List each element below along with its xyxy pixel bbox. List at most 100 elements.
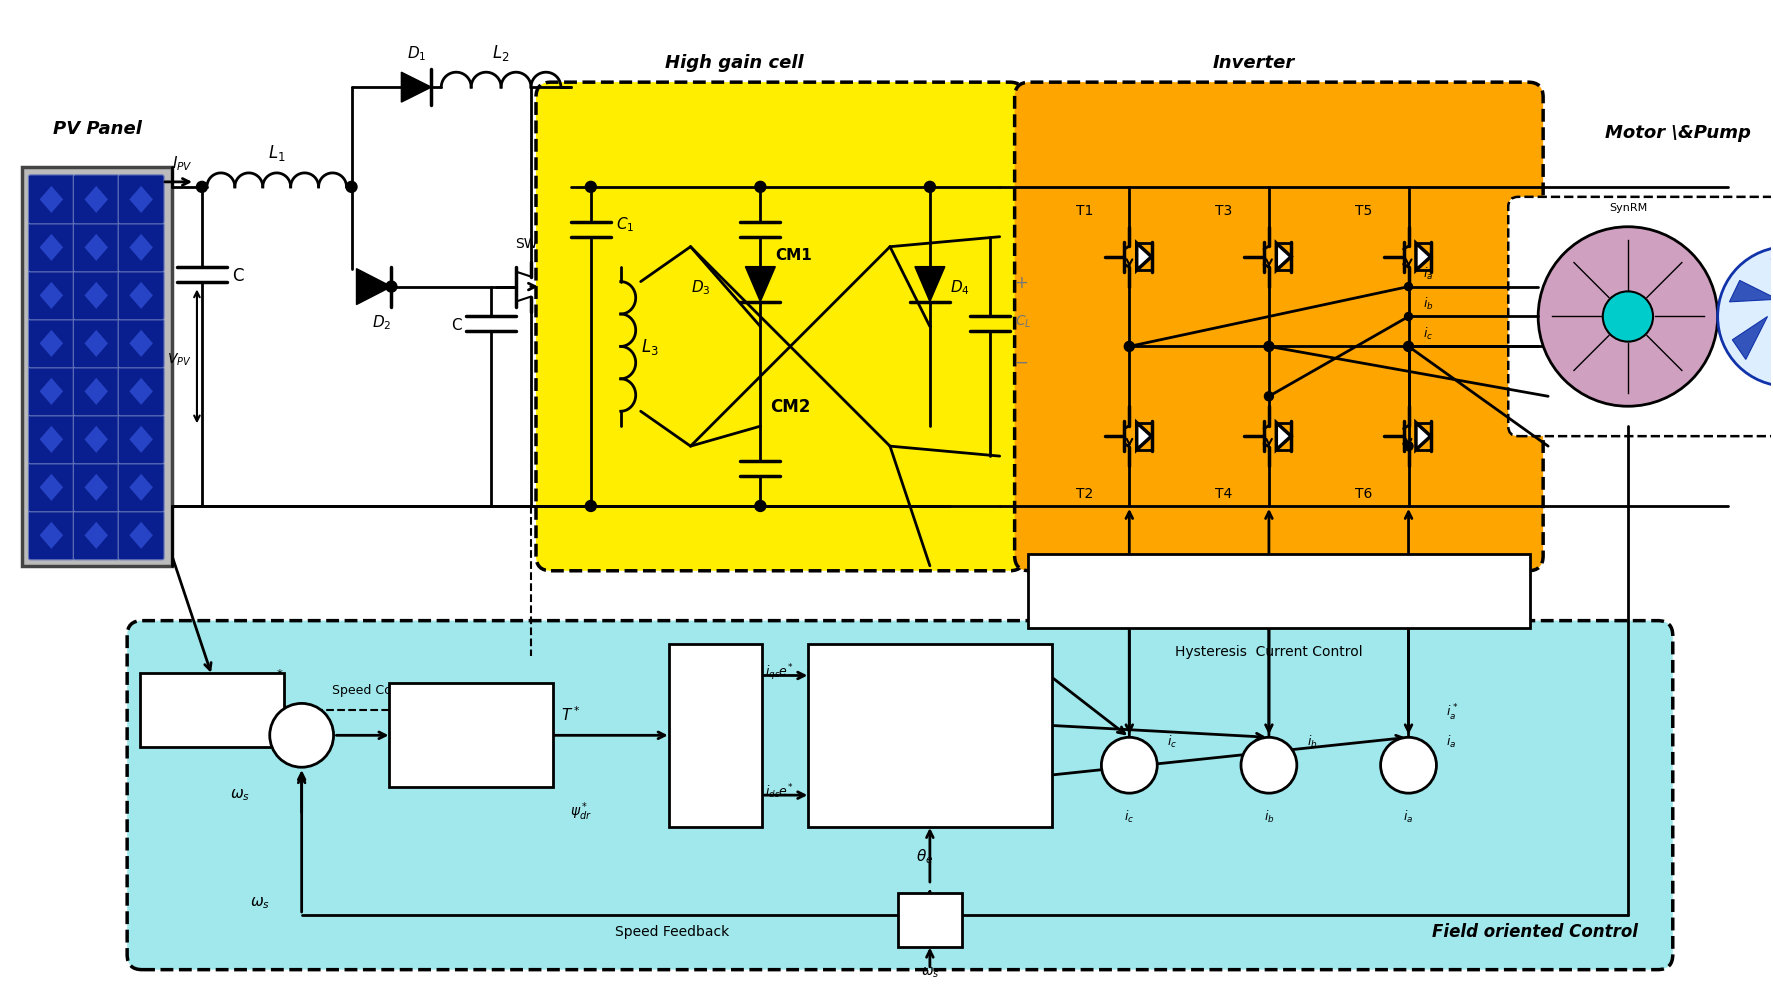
- FancyBboxPatch shape: [28, 463, 74, 513]
- Text: $\psi_{dr}^*$: $\psi_{dr}^*$: [569, 800, 592, 822]
- Circle shape: [1124, 342, 1135, 352]
- Polygon shape: [85, 330, 108, 358]
- FancyBboxPatch shape: [897, 893, 961, 947]
- Polygon shape: [129, 186, 152, 214]
- Polygon shape: [39, 379, 64, 405]
- Polygon shape: [1417, 244, 1431, 271]
- Text: CM2: CM2: [769, 397, 810, 416]
- FancyBboxPatch shape: [390, 683, 553, 788]
- Polygon shape: [1136, 244, 1151, 271]
- Circle shape: [1718, 247, 1773, 387]
- Text: $\omega_s$: $\omega_s$: [230, 787, 250, 802]
- Polygon shape: [85, 474, 108, 501]
- Text: SW: SW: [514, 237, 537, 250]
- FancyBboxPatch shape: [1028, 554, 1530, 628]
- Text: $q^e-q^e$ to abcdef: $q^e-q^e$ to abcdef: [881, 708, 979, 724]
- FancyBboxPatch shape: [73, 319, 119, 369]
- Text: $i_b$: $i_b$: [1307, 734, 1317, 749]
- Text: $i_c$: $i_c$: [1167, 734, 1177, 749]
- Circle shape: [197, 182, 207, 193]
- Text: Speed: Speed: [452, 754, 489, 767]
- Circle shape: [1404, 442, 1413, 452]
- Circle shape: [924, 182, 936, 193]
- Circle shape: [1264, 392, 1273, 401]
- Text: Hysteresis  Current Control: Hysteresis Current Control: [1175, 644, 1363, 658]
- Polygon shape: [39, 426, 64, 454]
- Text: +: +: [1115, 754, 1126, 767]
- Polygon shape: [129, 474, 152, 501]
- FancyBboxPatch shape: [119, 271, 165, 320]
- Text: T1: T1: [1076, 203, 1094, 218]
- FancyBboxPatch shape: [119, 368, 165, 416]
- Polygon shape: [1277, 423, 1291, 451]
- Text: $I_{PV}$: $I_{PV}$: [172, 154, 193, 173]
- Text: $\int$: $\int$: [924, 906, 936, 934]
- Circle shape: [1241, 738, 1296, 794]
- FancyBboxPatch shape: [73, 224, 119, 272]
- Text: +: +: [1255, 754, 1266, 767]
- Text: $i_b$: $i_b$: [1424, 295, 1434, 312]
- Polygon shape: [745, 267, 775, 303]
- FancyBboxPatch shape: [28, 271, 74, 320]
- Text: IRFO
Controller: IRFO Controller: [702, 706, 729, 765]
- Circle shape: [269, 704, 333, 767]
- Text: +: +: [1395, 754, 1406, 767]
- Text: T3: T3: [1216, 203, 1232, 218]
- Polygon shape: [1729, 281, 1773, 303]
- FancyBboxPatch shape: [73, 368, 119, 416]
- Polygon shape: [85, 186, 108, 214]
- Text: MPPT: MPPT: [188, 703, 236, 718]
- Text: $i_c$: $i_c$: [1124, 809, 1135, 824]
- Polygon shape: [85, 235, 108, 261]
- Circle shape: [346, 182, 356, 193]
- Text: $\omega^*$: $\omega^*$: [259, 669, 284, 690]
- Text: $T^*$: $T^*$: [560, 705, 580, 724]
- FancyBboxPatch shape: [535, 83, 1025, 571]
- Text: $V_{PV}$: $V_{PV}$: [167, 351, 191, 367]
- Polygon shape: [39, 474, 64, 501]
- FancyBboxPatch shape: [668, 644, 762, 827]
- Text: $\theta_e$: $\theta_e$: [917, 846, 934, 865]
- Text: C: C: [450, 317, 461, 332]
- FancyBboxPatch shape: [28, 512, 74, 560]
- Text: $L_2$: $L_2$: [493, 43, 511, 63]
- Text: $L_3$: $L_3$: [640, 337, 658, 357]
- FancyBboxPatch shape: [28, 415, 74, 464]
- Polygon shape: [129, 330, 152, 358]
- Text: $i_c$: $i_c$: [1424, 325, 1434, 341]
- FancyBboxPatch shape: [128, 621, 1672, 969]
- FancyBboxPatch shape: [119, 319, 165, 369]
- Circle shape: [755, 501, 766, 512]
- Polygon shape: [1732, 317, 1768, 360]
- Polygon shape: [85, 379, 108, 405]
- FancyBboxPatch shape: [119, 176, 165, 225]
- FancyBboxPatch shape: [119, 512, 165, 560]
- Text: +: +: [1014, 273, 1028, 291]
- FancyBboxPatch shape: [119, 415, 165, 464]
- FancyBboxPatch shape: [808, 644, 1051, 827]
- FancyBboxPatch shape: [73, 463, 119, 513]
- FancyBboxPatch shape: [28, 368, 74, 416]
- FancyBboxPatch shape: [140, 673, 284, 747]
- Circle shape: [1101, 738, 1158, 794]
- Text: $i_a^*$: $i_a^*$: [1447, 702, 1459, 722]
- Text: $i_{qs}e^{*}$: $i_{qs}e^{*}$: [766, 662, 794, 682]
- Text: T5: T5: [1355, 203, 1372, 218]
- Circle shape: [755, 182, 766, 193]
- Text: Transformation: Transformation: [888, 750, 972, 760]
- Text: CM1: CM1: [775, 247, 812, 262]
- Text: $C_1$: $C_1$: [615, 216, 635, 235]
- Polygon shape: [1417, 423, 1431, 451]
- Text: C: C: [232, 266, 243, 284]
- Polygon shape: [85, 523, 108, 549]
- Text: −: −: [300, 743, 314, 758]
- FancyBboxPatch shape: [73, 415, 119, 464]
- Circle shape: [1603, 292, 1652, 342]
- Polygon shape: [129, 426, 152, 454]
- Polygon shape: [39, 523, 64, 549]
- Text: PV Panel: PV Panel: [53, 120, 142, 138]
- Text: $D_4$: $D_4$: [950, 278, 970, 297]
- Text: $i_a$: $i_a$: [1447, 734, 1457, 749]
- FancyBboxPatch shape: [1509, 197, 1773, 437]
- Polygon shape: [915, 267, 945, 303]
